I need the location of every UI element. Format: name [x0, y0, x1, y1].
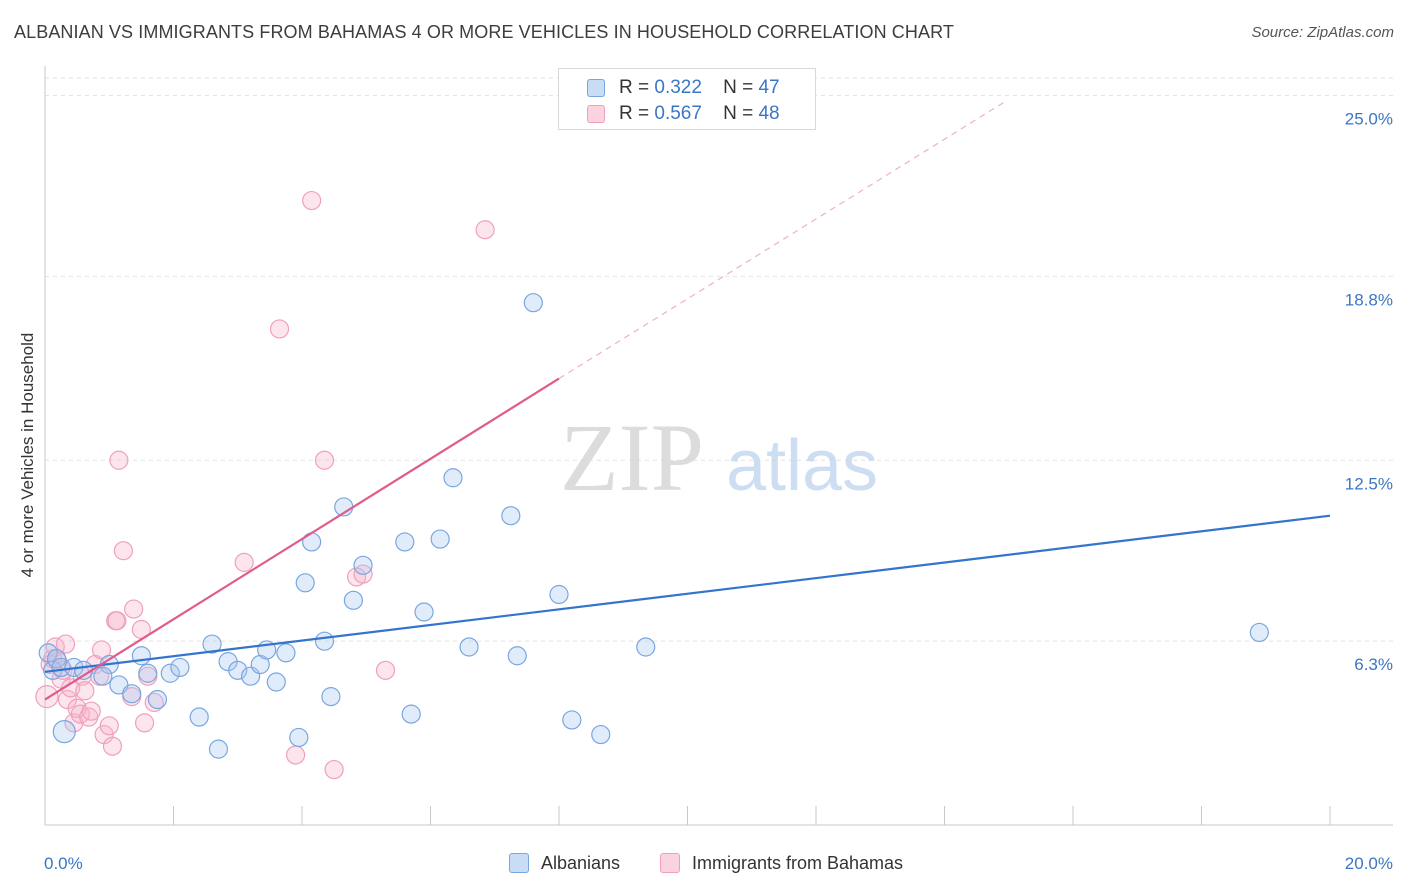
bahamas-point	[35, 685, 59, 709]
bahamas-trend-line	[44, 377, 560, 701]
r-label: R =	[619, 77, 650, 98]
bahamas-legend-swatch	[660, 853, 680, 873]
albanians-point	[295, 573, 315, 593]
y-tick-label: 12.5%	[1345, 474, 1393, 493]
albanians-point	[321, 687, 341, 707]
bahamas-point	[269, 319, 290, 339]
bahamas-point	[124, 599, 144, 619]
n-label: N =	[723, 103, 754, 124]
r-value: 0.322	[654, 77, 702, 98]
albanians-point	[170, 657, 190, 678]
bahamas-point	[144, 692, 164, 713]
tick-labels: 6.3% 12.5% 18.8% 25.0% 0.0% 20.0%	[44, 110, 1393, 873]
watermark-atlas: atlas	[726, 426, 878, 506]
albanians-legend-label: Albanians	[541, 853, 621, 873]
bahamas-point	[99, 716, 119, 736]
bahamas-point	[314, 450, 335, 470]
series-legend: Albanians Immigrants from Bahamas	[0, 852, 1406, 876]
albanians-point	[343, 590, 363, 610]
y-tick-label: 18.8%	[1345, 290, 1393, 309]
bahamas-point	[107, 611, 127, 631]
albanians-point	[353, 555, 373, 575]
axes	[44, 66, 1393, 826]
albanians-point	[131, 646, 151, 666]
r-label: R =	[619, 103, 650, 124]
stats-legend: R = 0.322 N = 47 R = 0.567 N = 48	[558, 68, 816, 130]
albanians-point	[562, 710, 582, 730]
albanians-swatch	[587, 79, 605, 97]
albanians-point	[276, 643, 296, 663]
albanians-legend-swatch	[509, 853, 529, 873]
watermark: ZIP atlas	[560, 404, 878, 511]
albanians-point	[591, 724, 611, 745]
albanians-point	[523, 293, 543, 313]
x-tick-label-min: 0.0%	[44, 854, 83, 873]
n-value: 48	[758, 103, 780, 124]
albanians-point	[302, 532, 322, 552]
bahamas-swatch	[587, 105, 605, 123]
watermark-zip: ZIP	[560, 404, 704, 511]
bahamas-point	[75, 681, 95, 701]
data-points	[35, 190, 1269, 780]
albanians-point	[507, 646, 527, 666]
albanians-point	[430, 529, 450, 549]
n-label: N =	[723, 77, 754, 98]
albanians-trend-line	[44, 514, 1331, 673]
albanians-point	[46, 649, 67, 669]
albanians-point	[414, 602, 434, 622]
bahamas-trend-extension	[558, 100, 1006, 380]
bahamas-point	[234, 552, 254, 572]
albanians-point	[1249, 622, 1269, 643]
bahamas-point	[375, 660, 396, 680]
bahamas-point	[81, 701, 101, 721]
albanians-point	[289, 727, 309, 748]
x-tick-label-max: 20.0%	[1345, 854, 1393, 873]
bahamas-point	[55, 634, 76, 654]
albanians-point	[122, 684, 142, 704]
bahamas-point	[113, 541, 133, 561]
albanians-point	[202, 634, 222, 654]
albanians-point	[160, 663, 180, 683]
bahamas-point	[109, 450, 129, 470]
n-value: 47	[758, 77, 780, 98]
albanians-point	[443, 468, 463, 488]
albanians-point	[459, 637, 479, 657]
trend-lines	[44, 100, 1331, 701]
bahamas-point	[302, 190, 322, 211]
bahamas-point	[102, 736, 123, 756]
albanians-point	[266, 672, 286, 692]
y-tick-label: 6.3%	[1354, 655, 1393, 674]
albanians-point	[549, 584, 569, 605]
albanians-point	[93, 666, 113, 686]
albanians-point	[314, 631, 335, 651]
bahamas-point	[285, 745, 306, 765]
bahamas-point	[324, 759, 344, 780]
bahamas-point	[475, 220, 495, 240]
bahamas-point	[134, 713, 155, 733]
r-value: 0.567	[654, 103, 702, 124]
bahamas-legend-label: Immigrants from Bahamas	[692, 853, 904, 873]
albanians-point	[208, 739, 229, 759]
albanians-point	[401, 704, 421, 724]
albanians-point	[636, 637, 656, 657]
albanians-point	[147, 689, 168, 710]
albanians-point	[395, 532, 415, 552]
albanians-point	[138, 663, 158, 683]
y-tick-label: 25.0%	[1345, 110, 1393, 129]
albanians-point	[52, 720, 76, 744]
source-label: Source: ZipAtlas.com	[1251, 24, 1394, 41]
chart-title: ALBANIAN VS IMMIGRANTS FROM BAHAMAS 4 OR…	[14, 22, 954, 42]
albanians-point	[501, 506, 521, 526]
albanians-point	[189, 707, 209, 727]
